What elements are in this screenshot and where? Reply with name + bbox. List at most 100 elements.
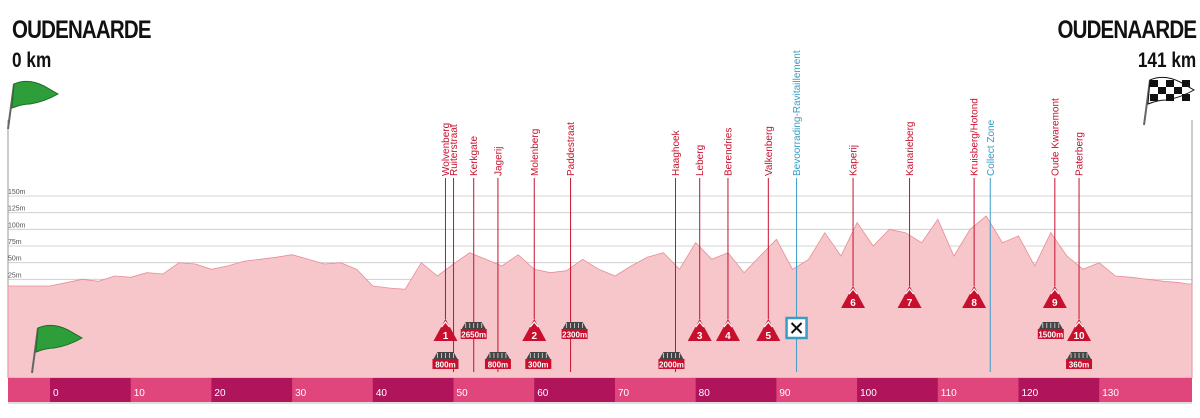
cobble-sector: 360m (1066, 352, 1093, 370)
km-axis: 0 10 20 30 40 50 60 70 80 90 100 110 120 130 (8, 378, 1192, 404)
cobble-sector: 1500m (1037, 322, 1064, 340)
cobble-label-box (1037, 329, 1064, 339)
climb-number: 10 (1073, 331, 1085, 342)
cobble-label-box (525, 359, 552, 369)
climb-number: 6 (850, 298, 856, 309)
elevation-profile-area (7, 215, 1193, 379)
finish-flag (1143, 76, 1196, 126)
start-town: OUDENAARDE (12, 16, 152, 44)
climb-number: 9 (1052, 298, 1058, 309)
green-flag-icon (11, 80, 60, 109)
climb-name: Paterberg (1075, 132, 1086, 176)
km-tick-label: 100 (860, 388, 877, 399)
finish-km: 141 km (1137, 49, 1196, 72)
cobble-length: 1500m (1038, 331, 1063, 340)
km-tick-label: 90 (779, 388, 791, 399)
cobble-length: 300m (528, 361, 548, 370)
climb-name: Ruiterstraat (449, 124, 460, 176)
climb-number: 8 (971, 298, 977, 309)
mountain-icon (723, 321, 733, 328)
climb-triangle-icon (756, 319, 781, 341)
mountain-icon (695, 321, 705, 328)
cobble-label-box (658, 359, 685, 369)
climb-name: Berendries (723, 128, 734, 176)
km-tick-label: 40 (376, 388, 388, 399)
green-flag-icon (35, 324, 84, 353)
climb-name: Molenberg (530, 129, 541, 176)
elevation-tick-label: 25m (8, 272, 22, 279)
cobble-length: 800m (435, 361, 455, 370)
climb-number: 7 (907, 298, 913, 309)
mountain-icon (441, 321, 450, 328)
climb-name: Kruisberg/Hotond (970, 98, 981, 176)
climb-name: Valkenberg (764, 126, 775, 176)
cobble-label-box (561, 329, 588, 339)
cobble-sector: 800m (432, 352, 459, 370)
climb-triangle-icon (433, 319, 458, 341)
mountain-icon (1050, 288, 1060, 295)
climb-number: 2 (531, 331, 537, 342)
climb-name: Kaperij (849, 145, 860, 176)
start-km: 0 km (12, 49, 52, 72)
km-tick-label: 50 (457, 388, 469, 399)
mountain-icon (905, 288, 915, 295)
km-tick-label: 30 (295, 388, 307, 399)
km-tick-label: 80 (699, 388, 711, 399)
cobble-label-box (1066, 359, 1093, 369)
km-tick-label: 110 (941, 388, 957, 399)
km-axis-segment (534, 378, 615, 402)
km-tick-label: 130 (1102, 388, 1119, 399)
climb-name: Oude Kwaremont (1050, 98, 1061, 176)
elevation-tick-label: 125m (8, 206, 26, 213)
climb-name: Kerkgate (469, 136, 480, 176)
feed-zone-name: Bevoorrading-Ravitaillement (792, 50, 803, 176)
climb-number: 4 (725, 331, 731, 342)
km-axis-segment (695, 378, 777, 402)
cobble-length: 800m (488, 361, 508, 370)
cobble-sector: 2000m (658, 352, 685, 370)
elevation-tick-label: 75m (8, 239, 22, 246)
cobble-length: 2650m (461, 331, 486, 340)
mountain-icon (848, 288, 858, 295)
checker-square (1182, 94, 1190, 101)
elevation-tick-label: 100m (8, 222, 26, 229)
km-tick-label: 120 (1022, 388, 1039, 399)
elevation-tick-label: 150m (8, 189, 26, 196)
cutlery-icon (790, 322, 803, 334)
flags (7, 76, 1196, 374)
checker-square (1150, 80, 1158, 87)
checker-square (1174, 87, 1182, 94)
km-axis-segment (1018, 378, 1100, 402)
km-tick-label: 10 (134, 388, 146, 399)
checker-square (1166, 94, 1174, 101)
climb-number: 1 (443, 331, 449, 342)
km-axis-segment (857, 378, 938, 402)
climb-triangle-icon (841, 286, 866, 308)
checker-square (1158, 87, 1166, 94)
cobble-length: 2000m (659, 361, 684, 370)
elevation-tick-label: 50m (8, 256, 22, 263)
cobble-label-box (460, 329, 487, 339)
mountain-icon (763, 321, 773, 328)
climb-triangle-icon (1042, 286, 1067, 308)
climb-triangle-icon (1067, 319, 1092, 341)
km-tick-label: 20 (214, 388, 226, 399)
km-axis-segment (372, 378, 454, 402)
km-tick-label: 0 (53, 388, 59, 399)
climb-markers: Wolvenberg 1 Ruiterstraat Kerkgate Jagerij Mo… (432, 50, 1093, 372)
checker-square (1166, 80, 1174, 87)
mountain-icon (529, 321, 539, 328)
km-tick-label: 70 (618, 388, 630, 399)
start-flag (7, 80, 60, 130)
cobble-label-box (432, 359, 459, 369)
cobble-sector: 800m (484, 352, 511, 370)
climb-number: 5 (766, 331, 772, 342)
km-axis-segment (50, 378, 131, 402)
climb-triangle-icon (522, 319, 547, 341)
km-tick-label: 60 (537, 388, 549, 399)
climb-triangle-icon (897, 286, 922, 308)
cobble-length: 360m (1069, 361, 1089, 370)
mountain-icon (969, 288, 979, 295)
climb-name: Leberg (695, 145, 706, 176)
